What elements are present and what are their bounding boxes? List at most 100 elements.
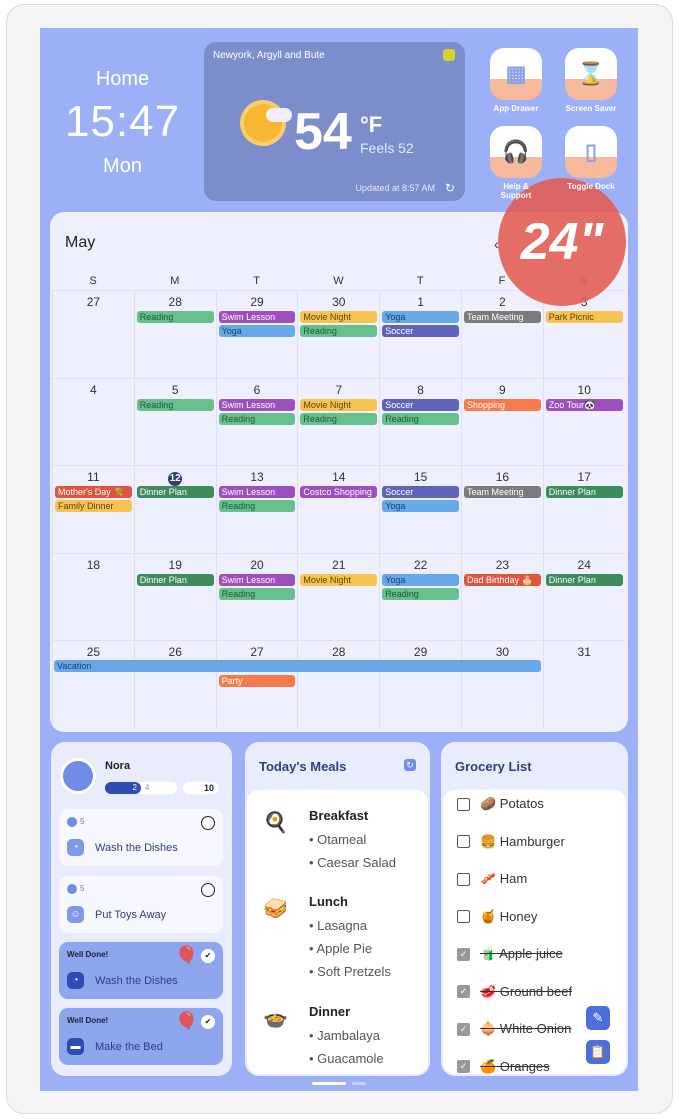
calendar-event[interactable]: Soccer [382, 398, 459, 411]
calendar-event[interactable]: Party [218, 675, 296, 687]
calendar-event[interactable]: Yoga [382, 500, 459, 512]
checkbox[interactable]: ✓ [457, 947, 470, 961]
calendar-event[interactable]: Mother's Day 💐 [55, 486, 132, 498]
calendar-day[interactable]: 2 Team Meeting [461, 290, 543, 378]
checkbox[interactable] [457, 872, 470, 886]
calendar-event[interactable]: Reading [382, 412, 459, 425]
calendar-day[interactable]: 25 [52, 640, 134, 728]
calendar-event[interactable]: Movie Night [300, 311, 378, 323]
grocery-item[interactable]: ✓ 🍊 Oranges [457, 1059, 550, 1075]
calendar-day[interactable]: 29 [379, 640, 461, 728]
toggle-dock-button[interactable]: ▯ Toggle Dock [565, 126, 617, 191]
check-icon[interactable]: ✔ [201, 1015, 215, 1029]
calendar-day[interactable]: 27 Party [215, 640, 298, 728]
edit-pencil-icon[interactable]: ✎ [586, 1006, 610, 1030]
calendar-day[interactable]: 11 Mother's Day 💐 Family Dinner [52, 465, 134, 553]
calendar-event[interactable]: Reading [218, 412, 296, 425]
grocery-item[interactable]: 🥓 Ham [457, 871, 527, 887]
calendar-day[interactable]: 17 Dinner Plan [542, 465, 625, 553]
checkbox[interactable] [457, 835, 470, 848]
calendar-event[interactable]: Dad Birthday 🎂 [464, 573, 541, 586]
grocery-item[interactable]: ✓ 🧃 Apple juice [457, 946, 563, 962]
calendar-day[interactable]: 20 Swim Lesson Reading [215, 552, 298, 640]
calendar-event[interactable]: Soccer [382, 325, 459, 337]
avatar[interactable] [60, 758, 96, 794]
checkbox[interactable]: ✓ [457, 1060, 470, 1073]
chore-item[interactable]: 5 ☺ Put Toys Away [59, 876, 223, 933]
calendar-event[interactable]: Reading [382, 587, 459, 600]
calendar-day[interactable]: 9 Shopping [461, 377, 543, 465]
prev-month-button[interactable]: ‹ [494, 236, 499, 252]
calendar-day[interactable]: 5 Reading [133, 377, 216, 465]
screen-saver-button[interactable]: ⌛ Screen Saver [565, 48, 617, 113]
calendar-day[interactable]: 10 Zoo Tour🐼 [542, 377, 625, 465]
chore-item-done[interactable]: Well Done! 🎈 ✔ ◔ Wash the Dishes [59, 942, 223, 999]
check-icon[interactable]: ✔ [201, 949, 215, 963]
calendar-event[interactable]: Zoo Tour🐼 [545, 398, 623, 411]
calendar-day[interactable]: 30 [461, 640, 543, 728]
grocery-item[interactable]: 🍯 Honey [457, 909, 537, 925]
calendar-day[interactable]: 28 [297, 640, 380, 728]
calendar-event[interactable]: Soccer [382, 486, 459, 498]
calendar-day[interactable]: 4 [52, 377, 134, 465]
calendar-event[interactable]: Swim Lesson [218, 573, 296, 586]
grocery-item[interactable]: ✓ 🧅 White Onion [457, 1021, 571, 1037]
calendar-day[interactable]: 22 Yoga Reading [379, 552, 461, 640]
grocery-item[interactable]: 🍔 Hamburger [457, 834, 565, 850]
calendar-day[interactable]: 14 Costco Shopping [297, 465, 380, 553]
calendar-day[interactable]: 29 Swim Lesson Yoga [215, 290, 298, 378]
calendar-event[interactable]: Dinner Plan [136, 573, 214, 586]
calendar-event[interactable]: Dinner Plan [545, 486, 623, 498]
calendar-event[interactable]: Swim Lesson [218, 398, 296, 411]
calendar-event[interactable]: Dinner Plan [136, 486, 214, 498]
calendar-event[interactable]: Park Picnic [545, 311, 623, 323]
checkbox[interactable]: ✓ [457, 1022, 470, 1036]
checkbox[interactable] [457, 797, 470, 811]
calendar-event[interactable]: Family Dinner [55, 500, 132, 512]
calendar-event[interactable]: Movie Night [300, 398, 378, 411]
calendar-day[interactable]: 19 Dinner Plan [133, 552, 216, 640]
calendar-day[interactable]: 28 Reading [133, 290, 216, 378]
calendar-event[interactable]: Reading [218, 500, 296, 512]
refresh-icon[interactable]: ↻ [404, 759, 416, 771]
calendar-day[interactable]: 30 Movie Night Reading [297, 290, 380, 378]
checkbox[interactable] [457, 910, 470, 923]
calendar-event[interactable]: Costco Shopping [300, 486, 378, 498]
weather-widget[interactable]: Newyork, Argyll and Bute 54 °F Feels 52 … [204, 42, 465, 201]
calendar-day[interactable]: 15 Soccer Yoga [379, 465, 461, 553]
calendar-event[interactable]: Yoga [218, 325, 296, 337]
calendar-event-vacation[interactable]: Vacation [54, 660, 541, 672]
clipboard-icon[interactable]: 📋 [586, 1040, 610, 1064]
calendar-event[interactable]: Swim Lesson [218, 311, 296, 323]
calendar-day[interactable]: 27 [52, 290, 134, 378]
grocery-item[interactable]: 🥔 Potatos [457, 796, 544, 812]
calendar-day[interactable]: 18 [52, 552, 134, 640]
calendar-day[interactable]: 21 Movie Night [297, 552, 380, 640]
calendar-event[interactable]: Movie Night [300, 573, 378, 586]
calendar-event[interactable]: Reading [300, 412, 378, 425]
calendar-event[interactable]: Swim Lesson [218, 486, 296, 498]
calendar-event[interactable]: Yoga [382, 311, 459, 323]
calendar-event[interactable]: Reading [300, 325, 378, 337]
help-support-button[interactable]: 🎧 Help & Support [490, 126, 542, 200]
checkbox[interactable]: ✓ [457, 985, 470, 998]
calendar-event[interactable]: Reading [218, 587, 296, 600]
calendar-event[interactable]: Yoga [382, 573, 459, 586]
calendar-day[interactable]: 6 Swim Lesson Reading [215, 377, 298, 465]
calendar-day[interactable]: 13 Swim Lesson Reading [215, 465, 298, 553]
calendar-day[interactable]: 7 Movie Night Reading [297, 377, 380, 465]
grocery-list[interactable]: 🥔 Potatos 🍔 Hamburger 🥓 Ham 🍯 Honey ✓ 🧃 Apple… [443, 790, 626, 1074]
calendar-event[interactable]: Reading [136, 398, 214, 411]
calendar-event[interactable]: Team Meeting [464, 486, 541, 498]
calendar-day[interactable]: 24 Dinner Plan [542, 552, 625, 640]
calendar-event[interactable]: Reading [136, 311, 214, 323]
chore-checkbox[interactable] [201, 883, 215, 897]
app-drawer-button[interactable]: ▦ App Drawer [490, 48, 542, 113]
calendar-day[interactable]: 12 Dinner Plan [133, 465, 216, 553]
refresh-icon[interactable]: ↻ [444, 181, 455, 195]
calendar-day[interactable]: 31 [542, 640, 625, 728]
calendar-event[interactable]: Dinner Plan [545, 573, 623, 586]
calendar-event[interactable]: Team Meeting [464, 311, 541, 323]
chore-item[interactable]: 5 ◔ Wash the Dishes [59, 809, 223, 866]
calendar-day[interactable]: 16 Team Meeting [461, 465, 543, 553]
